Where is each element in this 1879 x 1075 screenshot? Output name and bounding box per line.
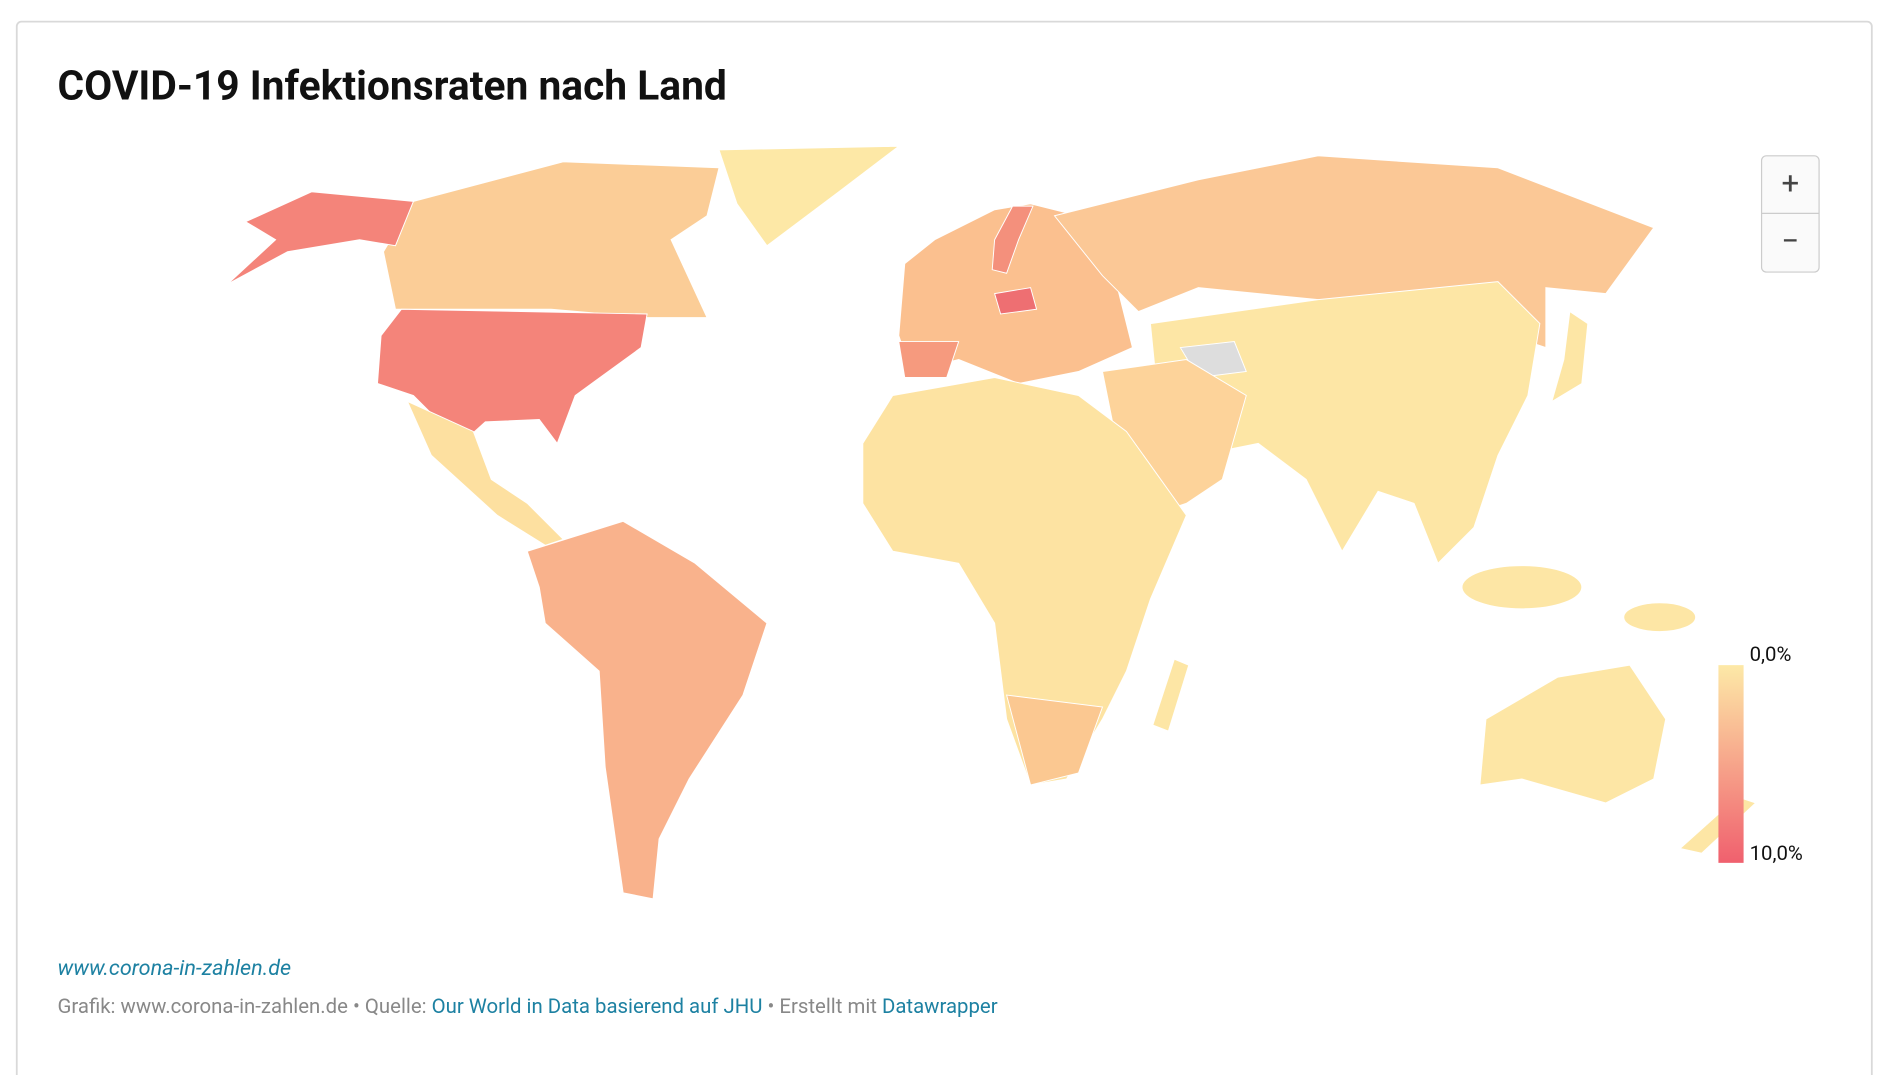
zoom-out-button[interactable]: − — [1781, 223, 1799, 260]
world-map — [227, 145, 1757, 900]
canada — [382, 161, 720, 319]
central-europe — [994, 287, 1038, 315]
alaska — [227, 191, 415, 285]
southern-africa — [1005, 694, 1104, 786]
footer-credit: Grafik: www.corona-in-zahlen.de • Quelle… — [58, 994, 998, 1018]
legend-label: 10,0% — [1750, 841, 1803, 865]
scandinavia — [991, 205, 1034, 274]
africa — [862, 377, 1187, 786]
source-link[interactable]: Our World in Data basierend auf JHU — [432, 994, 763, 1018]
usa — [376, 308, 648, 445]
central-america — [406, 400, 565, 546]
south-america — [526, 520, 768, 900]
legend: 0,0% 10,0% — [1718, 642, 1803, 865]
datawrapper-link[interactable]: Datawrapper — [882, 994, 998, 1018]
legend-gradient — [1718, 665, 1744, 863]
credit-text: Grafik: www.corona-in-zahlen.de • Quelle… — [58, 994, 432, 1018]
credit-text: • Erstellt mit — [762, 994, 882, 1018]
australia — [1479, 664, 1667, 804]
japan — [1551, 310, 1589, 403]
southeast-asia-islands — [1461, 565, 1583, 610]
madagascar — [1152, 658, 1190, 732]
zoom-control: + − — [1760, 155, 1820, 273]
greenland — [718, 145, 901, 247]
zoom-in-button[interactable]: + — [1781, 165, 1799, 202]
legend-label: 0,0% — [1750, 642, 1792, 666]
title: COVID-19 Infektionsraten nach Land — [58, 61, 727, 109]
new-guinea — [1623, 602, 1697, 633]
footer-link[interactable]: www.corona-in-zahlen.de — [58, 956, 292, 981]
iberia — [898, 341, 960, 379]
